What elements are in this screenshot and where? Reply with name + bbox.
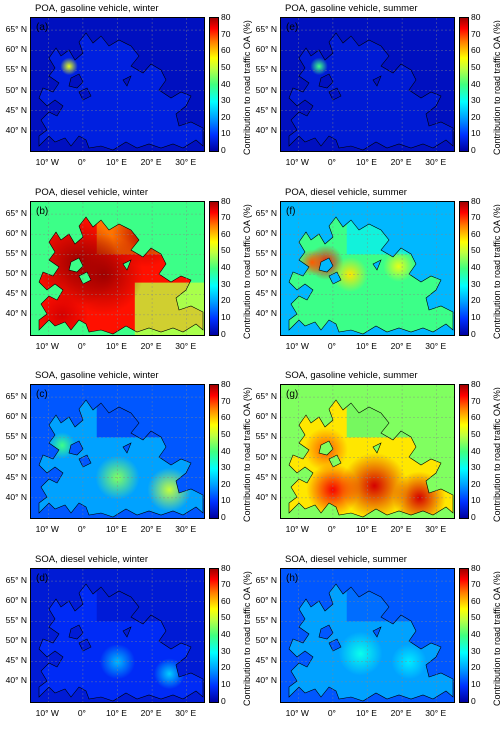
colorbar-ticks: 01020304050607080 xyxy=(471,17,489,152)
lon-labels: 10° W0°10° E20° E30° E xyxy=(30,524,205,538)
colorbar xyxy=(209,17,219,152)
colorbar xyxy=(459,201,469,336)
panel-title: POA, gasoline vehicle, summer xyxy=(285,3,418,14)
colorbar-label: Contribution to road traffic OA (%) xyxy=(492,204,500,339)
colorbar xyxy=(209,568,219,703)
lon-labels: 10° W0°10° E20° E30° E xyxy=(30,708,205,722)
colorbar xyxy=(459,17,469,152)
map-area: (e) xyxy=(280,17,455,152)
colorbar-ticks: 01020304050607080 xyxy=(471,201,489,336)
map-area: (c) xyxy=(30,384,205,519)
lon-labels: 10° W0°10° E20° E30° E xyxy=(30,157,205,171)
map-area: (a) xyxy=(30,17,205,152)
panel-title: POA, gasoline vehicle, winter xyxy=(35,3,159,14)
panel-letter: (a) xyxy=(36,22,48,33)
panel-f: POA, diesel vehicle, summer (f) 40° N45° N… xyxy=(250,184,500,367)
panel-d: SOA, diesel vehicle, winter (d) 40° N45° N… xyxy=(0,551,250,734)
colorbar xyxy=(459,568,469,703)
lat-labels: 40° N45° N50° N55° N60° N65° N xyxy=(252,384,279,519)
map-area: (b) xyxy=(30,201,205,336)
panel-c: SOA, gasoline vehicle, winter (c) 40° N45°… xyxy=(0,367,250,550)
colorbar-ticks: 01020304050607080 xyxy=(221,201,239,336)
lat-labels: 40° N45° N50° N55° N60° N65° N xyxy=(252,201,279,336)
colorbar-ticks: 01020304050607080 xyxy=(471,568,489,703)
colorbar-ticks: 01020304050607080 xyxy=(221,384,239,519)
map-area: (d) xyxy=(30,568,205,703)
panel-e: POA, gasoline vehicle, summer (e) 40° N45°… xyxy=(250,0,500,183)
colorbar-ticks: 01020304050607080 xyxy=(221,17,239,152)
panel-title: SOA, gasoline vehicle, winter xyxy=(35,370,159,381)
panel-title: POA, diesel vehicle, winter xyxy=(35,187,148,198)
panel-letter: (f) xyxy=(286,206,295,217)
lat-labels: 40° N45° N50° N55° N60° N65° N xyxy=(2,201,29,336)
map-area: (h) xyxy=(280,568,455,703)
lat-labels: 40° N45° N50° N55° N60° N65° N xyxy=(252,17,279,152)
map-area: (f) xyxy=(280,201,455,336)
panel-b: POA, diesel vehicle, winter (b) 40° N45° N… xyxy=(0,184,250,367)
lon-labels: 10° W0°10° E20° E30° E xyxy=(30,341,205,355)
colorbar-label: Contribution to road traffic OA (%) xyxy=(492,387,500,522)
lat-labels: 40° N45° N50° N55° N60° N65° N xyxy=(2,384,29,519)
colorbar xyxy=(459,384,469,519)
colorbar-label: Contribution to road traffic OA (%) xyxy=(492,20,500,155)
lat-labels: 40° N45° N50° N55° N60° N65° N xyxy=(252,568,279,703)
figure-grid: POA, gasoline vehicle, winter (a) 40° N45°… xyxy=(0,0,500,734)
panel-a: POA, gasoline vehicle, winter (a) 40° N45°… xyxy=(0,0,250,183)
colorbar-ticks: 01020304050607080 xyxy=(471,384,489,519)
colorbar xyxy=(209,384,219,519)
panel-letter: (h) xyxy=(286,573,298,584)
colorbar xyxy=(209,201,219,336)
lon-labels: 10° W0°10° E20° E30° E xyxy=(280,708,455,722)
lat-labels: 40° N45° N50° N55° N60° N65° N xyxy=(2,17,29,152)
panel-title: POA, diesel vehicle, summer xyxy=(285,187,407,198)
panel-letter: (g) xyxy=(286,389,298,400)
panel-letter: (d) xyxy=(36,573,48,584)
panel-h: SOA, diesel vehicle, summer (h) 40° N45° N… xyxy=(250,551,500,734)
colorbar-ticks: 01020304050607080 xyxy=(221,568,239,703)
panel-title: SOA, diesel vehicle, summer xyxy=(285,554,407,565)
lat-labels: 40° N45° N50° N55° N60° N65° N xyxy=(2,568,29,703)
panel-title: SOA, gasoline vehicle, summer xyxy=(285,370,418,381)
map-area: (g) xyxy=(280,384,455,519)
colorbar-label: Contribution to road traffic OA (%) xyxy=(492,571,500,706)
lon-labels: 10° W0°10° E20° E30° E xyxy=(280,341,455,355)
panel-letter: (c) xyxy=(36,389,48,400)
panel-title: SOA, diesel vehicle, winter xyxy=(35,554,148,565)
lon-labels: 10° W0°10° E20° E30° E xyxy=(280,157,455,171)
lon-labels: 10° W0°10° E20° E30° E xyxy=(280,524,455,538)
panel-g: SOA, gasoline vehicle, summer (g) 40° N45°… xyxy=(250,367,500,550)
panel-letter: (b) xyxy=(36,206,48,217)
panel-letter: (e) xyxy=(286,22,298,33)
